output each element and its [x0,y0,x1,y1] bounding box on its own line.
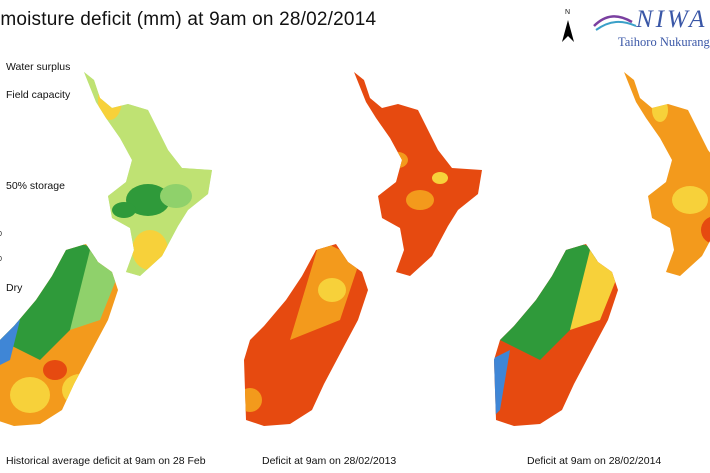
north-arrow-icon [562,20,574,42]
map-title: il moisture deficit (mm) at 9am on 28/02… [0,9,377,30]
legend-label-50-storage: 50% storage [6,180,65,192]
legend-label-water-surplus: Water surplus [6,61,71,73]
wave-icon [593,15,637,31]
map-historical-average [0,72,212,426]
caption-deficit-2014: Deficit at 9am on 28/02/2014 [527,455,662,467]
legend-tick: 0 [0,231,2,238]
map-deficit-2013 [244,72,482,426]
legend-label-dry: Dry [6,282,23,294]
logo-tagline: Taihoro Nukurang [618,35,710,49]
south-island-1 [0,244,118,426]
south-island-3 [494,244,618,426]
south-island-2 [244,244,368,426]
north-island-3 [624,72,710,276]
legend-label-field-capacity: Field capacity [6,89,71,101]
logo-wordmark: NIWA [636,6,708,33]
caption-deficit-2013: Deficit at 9am on 28/02/2013 [262,455,397,467]
caption-historical-average: Historical average deficit at 9am on 28 … [6,455,206,467]
niwa-logo: NIWA Taihoro Nukurang [592,6,710,56]
north-island-2 [354,72,482,276]
north-letter: N [565,9,571,16]
map-deficit-2014 [494,72,710,426]
legend-tick: 0 [0,256,2,263]
north-island-1 [84,72,212,276]
north-arrow: N [561,9,575,44]
